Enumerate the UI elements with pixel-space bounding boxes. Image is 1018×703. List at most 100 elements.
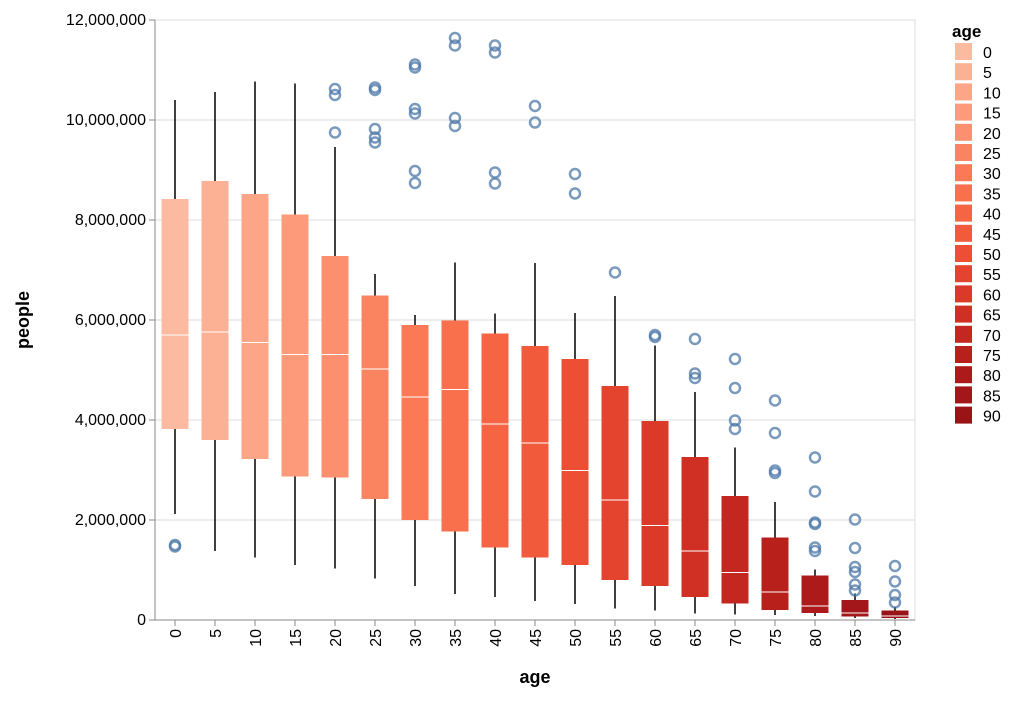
x-tick-label-30: 30 — [408, 629, 425, 647]
box-body-50 — [561, 359, 589, 565]
x-tick-label-25: 25 — [368, 629, 385, 647]
box-60 — [641, 345, 669, 611]
x-tick-label-75: 75 — [768, 629, 785, 647]
legend-label-55: 55 — [983, 267, 1001, 284]
outlier-75-1 — [768, 464, 782, 477]
legend-swatch-0 — [955, 43, 972, 60]
legend-swatch-15 — [955, 103, 972, 121]
outlier-80-4 — [808, 485, 822, 498]
x-tick-label-50: 50 — [568, 629, 585, 647]
outlier-65-2 — [688, 332, 702, 346]
legend-label-85: 85 — [983, 388, 1001, 405]
legend-label-70: 70 — [983, 328, 1001, 345]
legend-swatch-45 — [955, 224, 972, 242]
box-30 — [401, 315, 429, 586]
legend-label-65: 65 — [983, 308, 1001, 325]
legend: age 0 5 10 15 20 25 30 35 40 45 50 55 60 65 70 75 80 85 90 — [952, 22, 1001, 426]
legend-label-90: 90 — [983, 409, 1001, 426]
legend-swatch-70 — [955, 325, 972, 343]
outlier-85-3 — [848, 560, 862, 574]
legend-label-80: 80 — [983, 368, 1001, 385]
legend-swatch-65 — [955, 305, 972, 323]
legend-swatch-10 — [955, 83, 972, 101]
box-35 — [441, 262, 469, 594]
outlier-30-5 — [408, 58, 422, 71]
legend-label-25: 25 — [983, 146, 1001, 163]
x-tick-label-85: 85 — [848, 629, 865, 647]
box-5 — [201, 92, 229, 551]
box-70 — [721, 447, 749, 615]
box-body-5 — [201, 181, 229, 440]
outlier-35-0 — [448, 119, 462, 133]
legend-swatch-60 — [955, 285, 972, 303]
outlier-45-0 — [528, 116, 542, 129]
box-50 — [561, 313, 589, 604]
y-axis-title: people — [13, 291, 33, 349]
legend-swatch-55 — [955, 265, 972, 283]
outlier-30-3 — [408, 102, 422, 116]
legend-label-60: 60 — [983, 287, 1001, 304]
legend-swatch-40 — [955, 204, 972, 222]
legend-label-45: 45 — [983, 227, 1001, 244]
x-tick-label-60: 60 — [648, 629, 665, 647]
x-tick-label-45: 45 — [528, 629, 545, 647]
box-20 — [321, 147, 349, 569]
box-body-0 — [161, 199, 189, 429]
outlier-65-0 — [688, 371, 702, 385]
y-tick-label-0: 0 — [137, 612, 146, 629]
x-tick-label-90: 90 — [888, 629, 905, 647]
outlier-25-4 — [368, 81, 382, 94]
x-tick-label-40: 40 — [488, 629, 505, 647]
box-85 — [841, 593, 869, 618]
legend-swatch-75 — [955, 346, 972, 363]
outlier-40-3 — [488, 39, 502, 52]
box-body-45 — [521, 346, 549, 558]
x-tick-label-5: 5 — [208, 629, 225, 638]
outlier-30-0 — [408, 176, 422, 190]
outlier-75-3 — [768, 394, 782, 407]
box-75 — [761, 502, 789, 615]
box-15 — [281, 83, 309, 565]
outlier-25-2 — [368, 122, 382, 136]
outlier-45-1 — [528, 99, 542, 113]
x-tick-label-10: 10 — [248, 629, 265, 647]
legend-swatch-50 — [955, 245, 972, 262]
legend-swatch-30 — [955, 164, 972, 182]
legend-swatch-85 — [955, 386, 972, 404]
outlier-0-1 — [168, 538, 182, 552]
outlier-90-3 — [888, 559, 902, 573]
outlier-25-1 — [368, 131, 382, 144]
box-body-55 — [601, 386, 629, 580]
x-tick-label-80: 80 — [808, 629, 825, 647]
legend-label-75: 75 — [983, 348, 1001, 365]
outlier-75-2 — [768, 426, 782, 440]
outlier-90-2 — [888, 575, 902, 588]
box-25 — [361, 274, 389, 579]
box-body-90 — [881, 610, 909, 618]
y-tick-label-1: 2,000,000 — [75, 512, 146, 529]
outlier-25-0 — [368, 136, 382, 149]
box-80 — [801, 569, 829, 616]
box-body-35 — [441, 320, 469, 532]
outlier-70-1 — [728, 414, 742, 427]
legend-swatch-35 — [955, 184, 972, 202]
box-body-15 — [281, 214, 309, 477]
box-body-65 — [681, 457, 709, 597]
box-body-85 — [841, 600, 869, 617]
y-tick-label-3: 6,000,000 — [75, 312, 146, 329]
x-axis-title: age — [519, 667, 550, 687]
box-55 — [601, 296, 629, 609]
legend-swatch-20 — [955, 123, 972, 141]
outlier-30-2 — [408, 107, 422, 120]
outlier-35-3 — [448, 31, 462, 45]
legend-label-20: 20 — [983, 126, 1001, 143]
outlier-90-1 — [888, 588, 902, 602]
outlier-70-0 — [728, 422, 742, 436]
outlier-65-1 — [688, 367, 702, 380]
y-tick-label-2: 4,000,000 — [75, 412, 146, 429]
legend-label-35: 35 — [983, 186, 1001, 203]
legend-swatch-5 — [955, 63, 972, 81]
x-tick-label-65: 65 — [688, 629, 705, 647]
